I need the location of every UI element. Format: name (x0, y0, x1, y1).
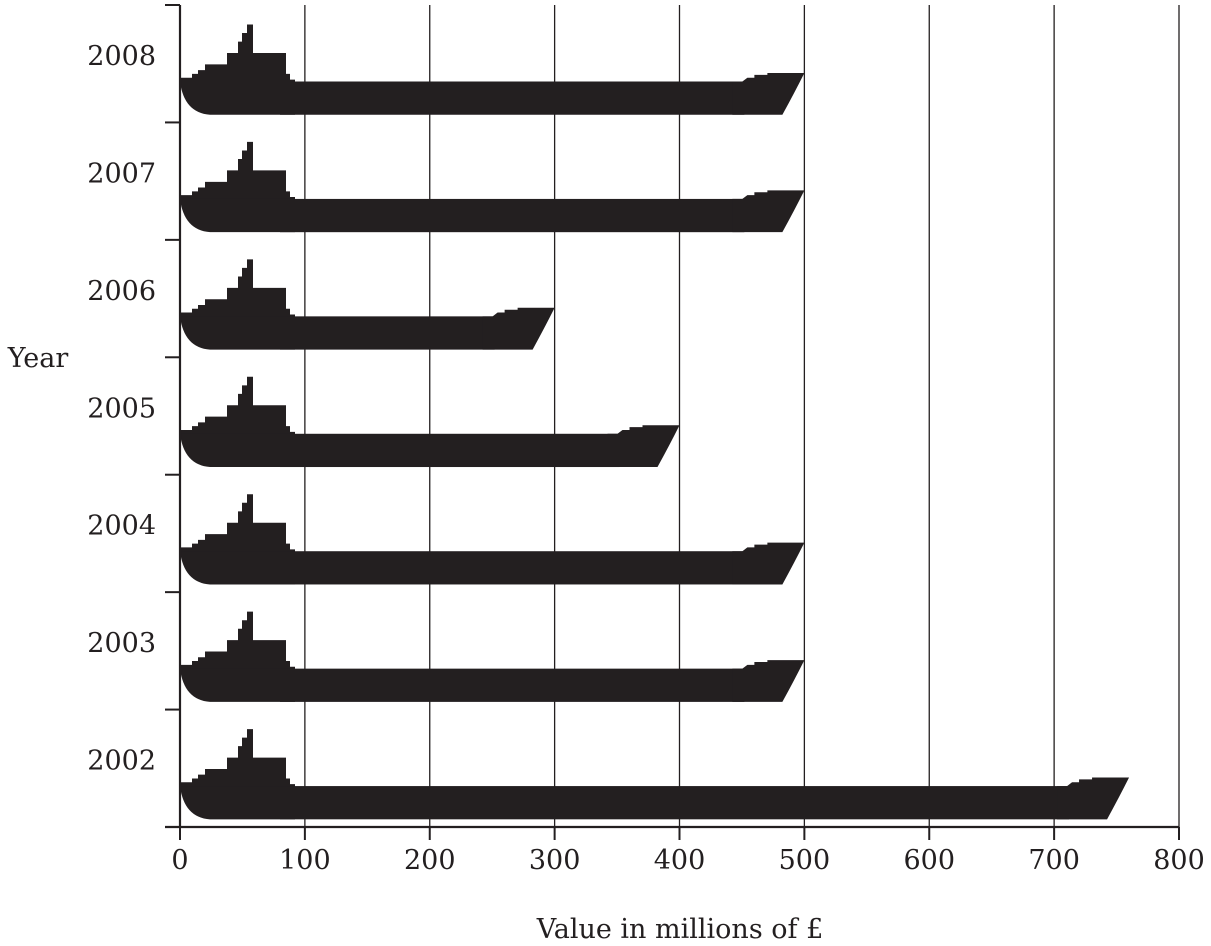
x-tick-label-800: 800 (1153, 845, 1205, 876)
x-tick-label-300: 300 (529, 845, 581, 876)
ship-bar-2008 (180, 24, 805, 115)
ship-superstructure (180, 729, 295, 791)
x-tick-label-0: 0 (171, 845, 188, 876)
y-category-label-2006: 2006 (87, 276, 156, 307)
ship-bow (607, 425, 680, 468)
ship-bar-2002 (180, 729, 1130, 820)
axes (165, 4, 1180, 840)
ship-bow (732, 660, 805, 702)
y-axis-title: Year (7, 343, 69, 374)
ship-hull (280, 198, 745, 233)
ship-superstructure (180, 494, 295, 556)
ship-hull (280, 433, 620, 468)
x-tick-label-600: 600 (903, 845, 955, 876)
y-category-label-2005: 2005 (87, 393, 156, 424)
ship-superstructure (180, 611, 295, 674)
ship-bar-2004 (180, 494, 805, 585)
ship-superstructure (180, 259, 295, 322)
x-tick-label-400: 400 (654, 845, 706, 876)
ship-stern (180, 81, 295, 115)
ship-hull (280, 81, 745, 115)
x-tick-label-200: 200 (404, 845, 456, 876)
y-category-label-2004: 2004 (87, 511, 156, 542)
ship-bar-2003 (180, 611, 805, 702)
ship-stern (180, 433, 295, 468)
plot-area: 0 100 200 300 400 500 600 700 800 20082007200620… (87, 4, 1205, 876)
x-tick-label-100: 100 (279, 845, 331, 876)
ship-superstructure (180, 24, 295, 87)
ship-bow (732, 542, 805, 585)
ship-stern (180, 668, 295, 702)
y-category-label-2003: 2003 (87, 628, 156, 659)
gridlines (304, 5, 1180, 827)
y-category-label-2002: 2002 (87, 746, 156, 777)
ship-superstructure (180, 376, 295, 439)
ship-hull (280, 551, 745, 585)
y-category-label-2008: 2008 (87, 41, 156, 72)
y-category-labels: 2008 2007 2006 2005 2004 2003 2002 (87, 41, 156, 777)
x-tick-labels: 0 100 200 300 400 500 600 700 800 (171, 845, 1204, 876)
ship-bow (1057, 777, 1130, 820)
ship-bars (180, 24, 1130, 820)
ship-superstructure (180, 141, 295, 204)
x-tick-label-500: 500 (779, 845, 831, 876)
ship-bow (732, 190, 805, 233)
ship-stern (180, 786, 295, 820)
ship-bow (732, 72, 805, 115)
ship-bar-2005 (180, 376, 680, 468)
x-axis-title: Value in millions of £ (536, 914, 824, 945)
ship-stern (180, 198, 295, 233)
y-category-label-2007: 2007 (87, 158, 156, 189)
ship-stern (180, 551, 295, 585)
ship-stern (180, 316, 295, 350)
x-tick-label-700: 700 (1028, 845, 1080, 876)
ship-hull (280, 668, 745, 702)
ship-bar-2006 (180, 259, 555, 350)
ship-bar-2007 (180, 141, 805, 233)
ship-hull (280, 786, 1070, 820)
ship-hull (280, 316, 495, 350)
ship-bow (482, 307, 555, 350)
